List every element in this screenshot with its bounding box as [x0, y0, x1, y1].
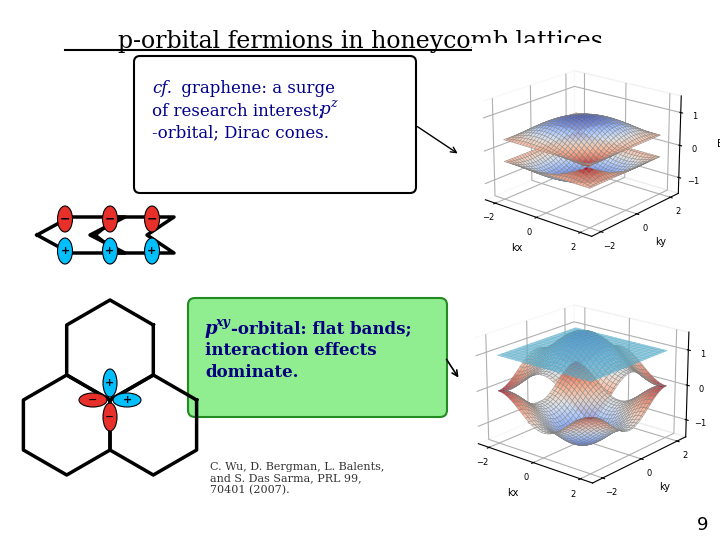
Text: dominate.: dominate.: [205, 364, 299, 381]
Ellipse shape: [58, 238, 73, 264]
Ellipse shape: [102, 238, 117, 264]
Y-axis label: ky: ky: [655, 237, 666, 247]
Text: p-orbital fermions in honeycomb lattices: p-orbital fermions in honeycomb lattices: [117, 30, 603, 53]
Y-axis label: ky: ky: [660, 482, 670, 492]
Text: p: p: [205, 320, 217, 338]
Text: 9: 9: [697, 516, 708, 534]
Ellipse shape: [58, 206, 73, 232]
Ellipse shape: [103, 369, 117, 397]
Text: xy: xy: [215, 316, 230, 329]
Ellipse shape: [103, 403, 117, 431]
Text: +: +: [105, 378, 114, 388]
Ellipse shape: [79, 393, 107, 407]
Text: −: −: [147, 213, 157, 226]
Text: +: +: [122, 395, 132, 405]
FancyBboxPatch shape: [134, 56, 416, 193]
Ellipse shape: [145, 238, 160, 264]
Text: C. Wu, D. Bergman, L. Balents,
and S. Das Sarma, PRL 99,
70401 (2007).: C. Wu, D. Bergman, L. Balents, and S. Da…: [210, 462, 384, 496]
Ellipse shape: [102, 206, 117, 232]
Text: graphene: a surge: graphene: a surge: [176, 80, 335, 97]
Text: -orbital: flat bands;: -orbital: flat bands;: [231, 320, 412, 337]
Text: −: −: [89, 395, 98, 405]
Text: −: −: [60, 213, 71, 226]
Text: z: z: [330, 97, 337, 110]
Text: cf.: cf.: [152, 80, 172, 97]
Text: -orbital; Dirac cones.: -orbital; Dirac cones.: [152, 124, 329, 141]
Ellipse shape: [113, 393, 141, 407]
Text: p: p: [319, 101, 330, 118]
FancyBboxPatch shape: [188, 298, 447, 417]
X-axis label: kx: kx: [510, 242, 522, 253]
Text: −: −: [104, 213, 115, 226]
Text: interaction effects: interaction effects: [205, 342, 377, 359]
X-axis label: kx: kx: [508, 488, 519, 498]
Ellipse shape: [145, 206, 160, 232]
Text: +: +: [105, 246, 114, 256]
Text: +: +: [60, 246, 70, 256]
Text: −: −: [105, 412, 114, 422]
Text: of research interest;: of research interest;: [152, 102, 329, 119]
Text: +: +: [148, 246, 157, 256]
